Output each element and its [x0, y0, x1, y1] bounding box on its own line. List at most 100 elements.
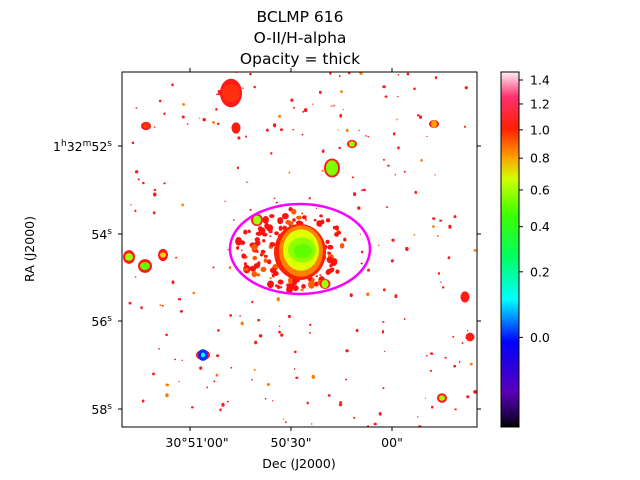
- speckle: [140, 306, 143, 310]
- speckle: [280, 333, 284, 337]
- speckle: [272, 242, 275, 246]
- speckle: [171, 280, 175, 285]
- speckle: [260, 266, 267, 272]
- title-line-2: O-II/H-alpha: [254, 29, 347, 47]
- compact-source-core: [431, 120, 437, 128]
- speckle: [281, 213, 289, 220]
- speckle: [153, 188, 157, 191]
- speckle: [292, 106, 296, 109]
- speckle: [262, 239, 266, 243]
- speckle: [344, 378, 348, 381]
- compact-source-core: [321, 279, 329, 289]
- colorbar-tick-label: 0.8: [530, 151, 550, 166]
- speckle: [303, 108, 308, 113]
- speckle: [325, 218, 331, 223]
- speckle: [257, 318, 261, 322]
- speckle: [373, 422, 377, 426]
- speckle: [396, 118, 398, 121]
- speckle: [391, 238, 395, 242]
- speckle: [419, 115, 423, 119]
- speckle: [425, 355, 428, 357]
- speckle: [142, 181, 145, 185]
- speckle: [439, 219, 443, 222]
- speckle: [360, 250, 364, 254]
- compact-source-core: [253, 215, 261, 225]
- speckle: [436, 234, 439, 238]
- speckle: [291, 208, 297, 215]
- speckle: [230, 366, 233, 369]
- speckle: [349, 293, 353, 298]
- speckle: [320, 219, 325, 225]
- speckle: [339, 242, 345, 249]
- speckle: [228, 266, 232, 270]
- aperture-ellipse: [228, 202, 372, 296]
- speckle: [392, 132, 396, 136]
- speckle: [229, 314, 233, 317]
- speckle: [141, 399, 145, 403]
- speckle: [452, 335, 455, 338]
- speckle: [302, 215, 307, 220]
- speckle: [334, 225, 339, 231]
- speckle: [190, 406, 194, 409]
- speckle: [277, 279, 284, 285]
- speckle: [199, 366, 203, 370]
- compact-source-core: [160, 252, 166, 258]
- speckle: [431, 217, 436, 220]
- speckle: [251, 243, 258, 251]
- x-tick-label: 30°51'00": [165, 435, 228, 450]
- speckle: [319, 274, 322, 276]
- speckle: [387, 164, 390, 167]
- speckle: [353, 192, 357, 197]
- y-axis: 1h32m52s 54s 56s 58s RA (J2000): [22, 139, 481, 417]
- compact-source-core: [140, 262, 150, 270]
- speckle: [267, 259, 272, 265]
- speckle: [309, 331, 311, 334]
- speckle: [282, 418, 285, 420]
- speckle: [437, 272, 441, 275]
- plot-area: [121, 71, 478, 428]
- speckle: [337, 129, 339, 131]
- speckle: [262, 232, 268, 237]
- speckle: [358, 129, 360, 132]
- speckle: [279, 128, 284, 131]
- x-tick-label: 00": [381, 435, 403, 450]
- speckle: [159, 304, 162, 307]
- speckle: [293, 350, 297, 354]
- speckle: [397, 95, 399, 98]
- speckle: [473, 249, 477, 252]
- colorbar-tick-label: 1.2: [530, 96, 550, 111]
- speckle: [416, 114, 420, 117]
- speckle: [258, 230, 262, 233]
- speckle: [334, 232, 339, 237]
- speckle: [271, 400, 274, 402]
- speckle: [251, 271, 258, 278]
- colorbar-tick-label: 0.0: [530, 330, 550, 345]
- y-axis-label: RA (J2000): [22, 216, 37, 282]
- speckle: [288, 171, 291, 174]
- speckle: [397, 73, 400, 76]
- speckle: [338, 402, 343, 407]
- y-tick-label: 1h32m52s: [53, 139, 112, 154]
- speckle: [458, 360, 461, 363]
- ratio-image: [123, 72, 477, 427]
- speckle: [135, 107, 138, 109]
- speckle: [275, 201, 278, 204]
- speckle: [249, 208, 252, 211]
- speckle: [361, 189, 363, 192]
- speckle: [311, 374, 315, 379]
- speckle: [357, 206, 361, 210]
- speckle: [429, 369, 433, 372]
- speckle: [181, 115, 185, 119]
- speckle: [257, 261, 261, 265]
- compact-source-core: [349, 141, 355, 147]
- speckle: [152, 192, 157, 197]
- speckle: [213, 380, 216, 383]
- speckle: [278, 325, 281, 328]
- speckle: [292, 282, 296, 286]
- speckle: [260, 249, 266, 254]
- speckle: [360, 262, 363, 265]
- speckle: [466, 395, 470, 399]
- speckle: [359, 233, 361, 235]
- speckle: [319, 214, 323, 218]
- speckle: [378, 244, 380, 246]
